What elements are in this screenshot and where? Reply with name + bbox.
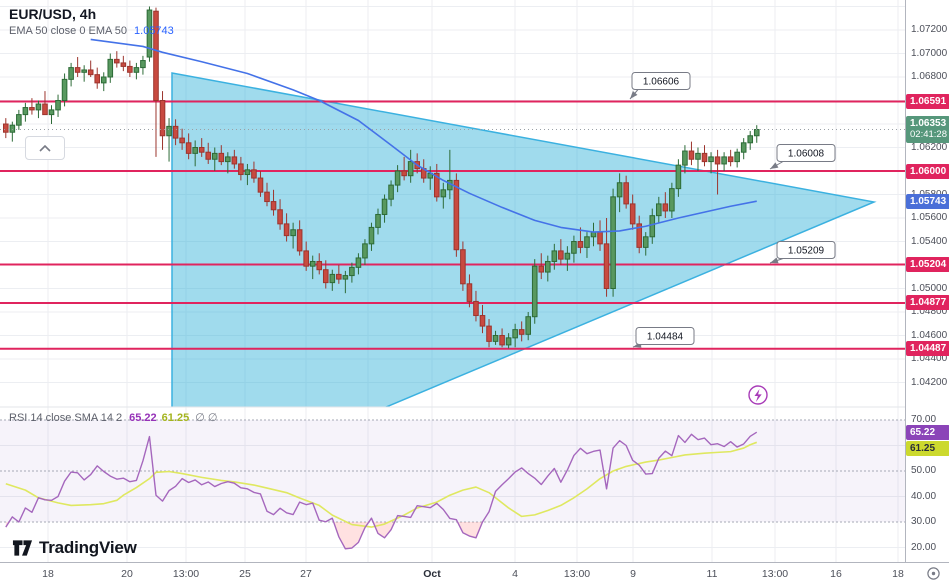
time-axis[interactable]: 18 20 13:00 25 27 Oct 4 13:00 9 11 13:00 16 18: [0, 562, 949, 584]
rsi-indicator-legend[interactable]: RSI 14 close SMA 14 2 65.22 61.25 ∅ ∅: [9, 411, 217, 424]
lightning-marker-icon[interactable]: [748, 385, 768, 405]
price-axis-label: 1.04400: [911, 353, 948, 364]
price-badge-1.04877: 1.04877: [906, 295, 949, 311]
price-callout-1.06008[interactable]: 1.06008: [769, 144, 836, 170]
svg-text:1.04484: 1.04484: [647, 332, 684, 343]
time-axis-label-9: 9: [630, 568, 636, 580]
price-badge-1.05204: 1.05204: [906, 257, 949, 273]
rsi-axis-label: 20.00: [911, 541, 937, 553]
tradingview-logo[interactable]: TradingView: [12, 538, 137, 558]
countdown-timer: 02:41:28: [910, 129, 947, 141]
price-axis-label: 1.05600: [911, 212, 948, 223]
rsi-null-values: ∅ ∅: [195, 412, 218, 424]
time-axis-label-16: 16: [830, 568, 842, 580]
ema-legend-value: 1.05743: [134, 25, 174, 37]
price-callout-1.05209[interactable]: 1.05209: [769, 241, 836, 264]
price-badge-1.06353: 1.06353 02:41:28: [906, 116, 949, 144]
time-axis-label-13:00: 13:00: [563, 568, 591, 580]
price-axis-label: 1.07200: [911, 24, 948, 35]
price-axis-label: 1.04800: [911, 306, 948, 317]
rsi-axis-label: 50.00: [911, 465, 937, 476]
time-axis-label-25: 25: [239, 568, 251, 580]
price-badge-1.06591: 1.06591: [906, 94, 949, 110]
svg-text:1.06606: 1.06606: [643, 77, 680, 88]
price-axis-label: 1.05400: [911, 235, 948, 247]
price-axis-label: 1.06800: [911, 71, 948, 82]
price-axis-label: 1.04600: [911, 329, 948, 341]
tradingview-logo-icon: [12, 540, 33, 556]
price-callout-1.06606[interactable]: 1.06606: [629, 72, 691, 100]
rsi-axis-label: 70.00: [911, 414, 937, 425]
price-axis[interactable]: 1.072001.070001.068001.066001.064001.062…: [905, 0, 949, 562]
price-axis-label: 1.06200: [911, 141, 948, 153]
price-badge-1.06000: 1.06000: [906, 163, 949, 179]
price-axis-label: 1.04200: [911, 376, 948, 388]
svg-text:1.06008: 1.06008: [788, 149, 825, 160]
rsi-legend-label: RSI 14 close SMA 14 2: [9, 412, 123, 424]
tradingview-logo-text: TradingView: [39, 538, 137, 557]
time-axis-label-11: 11: [706, 568, 718, 580]
time-axis-label-20: 20: [121, 568, 133, 580]
rsi-axis-label: 40.00: [911, 490, 937, 502]
price-badge-61.25: 61.25: [906, 440, 949, 456]
rsi-oversold-fill: [457, 522, 483, 538]
time-axis-label-13:00: 13:00: [172, 568, 200, 580]
rsi-sma-line[interactable]: [5, 441, 758, 528]
rsi-value: 65.22: [129, 412, 157, 424]
ema-indicator-legend[interactable]: EMA 50 close 0 EMA 50 1.05743: [9, 25, 174, 37]
time-axis-label-Oct: Oct: [423, 568, 441, 580]
symbol-title[interactable]: EUR/USD, 4h: [9, 6, 97, 22]
time-axis-label-13:00: 13:00: [761, 568, 789, 580]
grid: [0, 0, 905, 562]
time-axis-label-18: 18: [892, 568, 904, 580]
svg-text:1.05209: 1.05209: [788, 246, 825, 257]
price-callout-1.04484[interactable]: 1.04484: [632, 327, 695, 348]
legend-collapse-button[interactable]: [25, 136, 65, 160]
time-axis-label-4: 4: [512, 568, 518, 580]
ema50-line[interactable]: [90, 38, 757, 233]
price-badge-1.04487: 1.04487: [906, 341, 949, 357]
rsi-line[interactable]: [5, 431, 758, 550]
candles-series: [3, 6, 760, 349]
price-badge-1.05743: 1.05743: [906, 193, 949, 209]
chevron-up-icon: [39, 144, 51, 152]
rsi-axis-label: 30.00: [911, 516, 937, 527]
time-axis-label-18: 18: [42, 568, 54, 580]
price-axis-label: 1.05000: [911, 282, 948, 294]
price-badge-65.22: 65.22: [906, 424, 949, 440]
ema-legend-label: EMA 50 close 0 EMA 50: [9, 25, 128, 37]
rsi-sma-value: 61.25: [161, 412, 190, 424]
price-axis-label: 1.07000: [911, 47, 948, 59]
axis-settings-icon[interactable]: [926, 566, 941, 584]
time-axis-label-27: 27: [300, 568, 312, 580]
